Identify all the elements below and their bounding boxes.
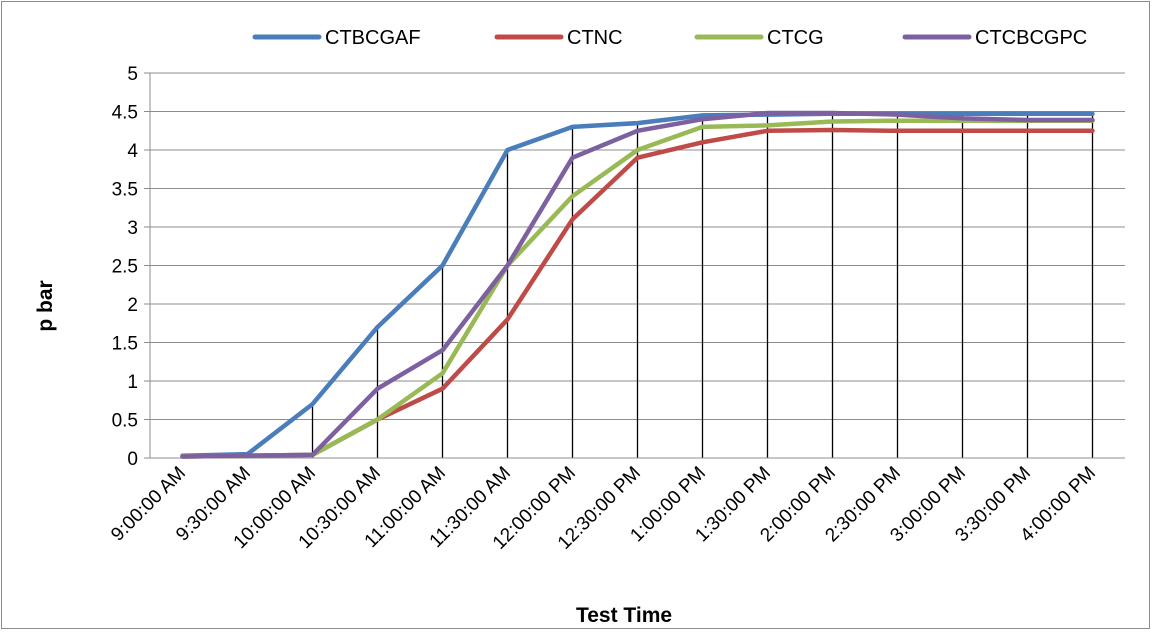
y-tick-label: 3.5 xyxy=(112,180,138,201)
x-axis-title: Test Time xyxy=(576,604,672,627)
y-tick-label: 3 xyxy=(127,218,138,239)
series-line-ctbcgaf xyxy=(180,111,1095,458)
legend: CTBCGAF CTNC CTCG CTCBCGPC xyxy=(252,27,1087,49)
legend-label-ctcbcgpc: CTCBCGPC xyxy=(975,27,1087,49)
y-tick-label: 2 xyxy=(127,295,138,316)
series-lines xyxy=(180,110,1095,459)
y-tick-label: 1 xyxy=(127,372,138,393)
legend-label-ctcg: CTCG xyxy=(767,27,824,49)
y-tick-label: 4.5 xyxy=(112,103,138,124)
y-axis-title: p bar xyxy=(34,280,57,331)
y-tick-label: 1.5 xyxy=(112,334,138,355)
legend-label-ctbcgaf: CTBCGAF xyxy=(325,27,421,49)
series-line-ctcg xyxy=(180,118,1095,459)
y-tick-label: 0 xyxy=(127,449,138,470)
legend-label-ctnc: CTNC xyxy=(567,27,623,49)
axes xyxy=(149,73,1125,459)
y-tick-label: 5 xyxy=(127,64,138,85)
series-line-ctcbcgpc xyxy=(180,110,1095,459)
drop-lines xyxy=(181,113,1094,458)
y-tick-labels: 0 0.5 1 1.5 2 2.5 3 3.5 4 4.5 5 xyxy=(112,64,139,470)
y-tick-label: 0.5 xyxy=(112,411,138,432)
y-tick-label: 4 xyxy=(127,141,138,162)
y-tick-label: 2.5 xyxy=(112,257,138,278)
